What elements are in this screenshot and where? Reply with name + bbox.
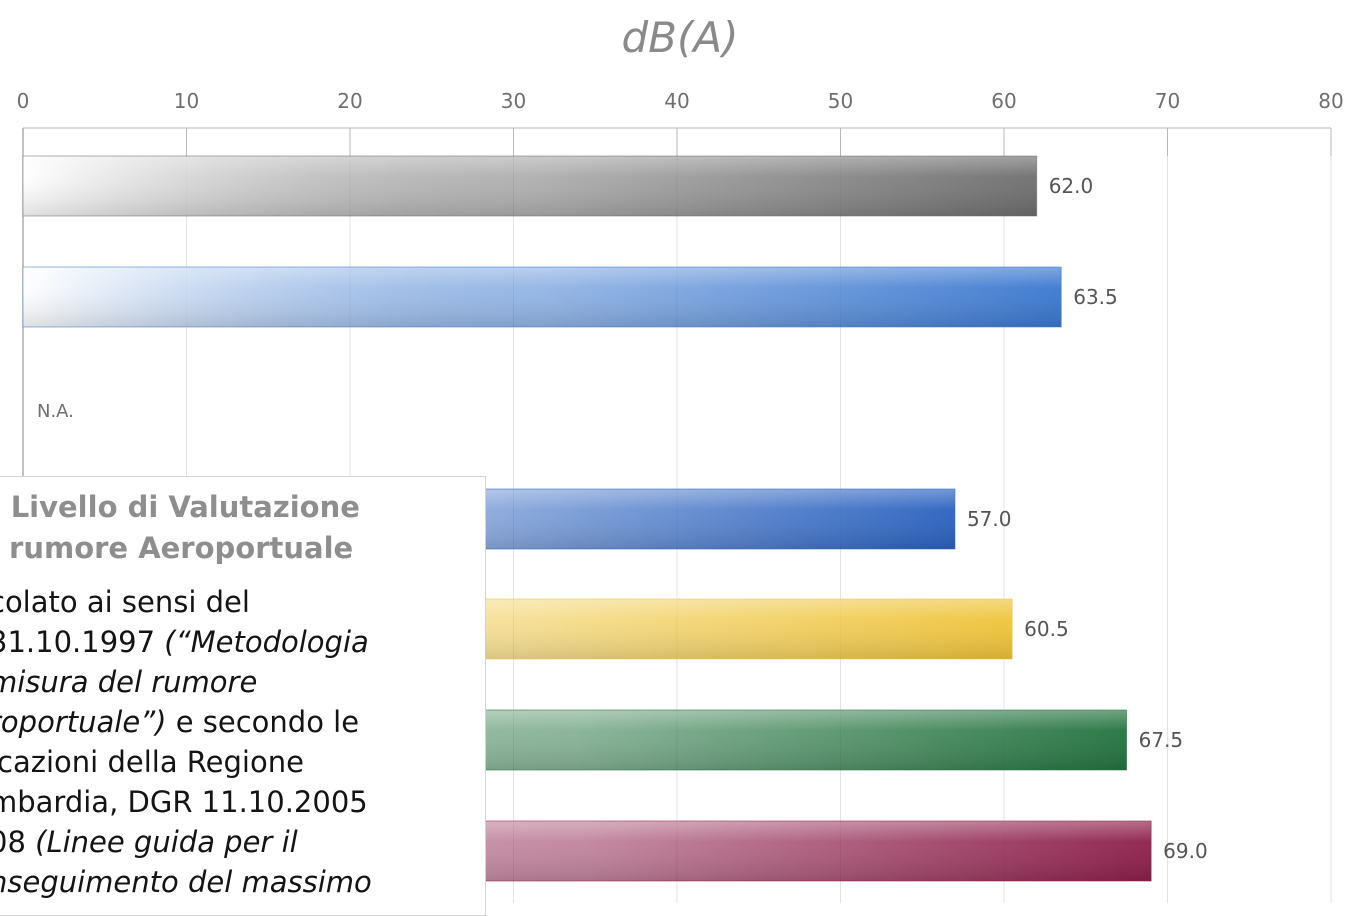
note-body-line: roportuale”) e secondo le — [0, 702, 469, 742]
note-title-line: : Livello di Valutazione — [0, 490, 360, 524]
tick-label: 20 — [337, 89, 362, 113]
note-text-segment: icazioni della Regione — [0, 745, 304, 779]
note-title-line: i rumore Aeroportuale — [0, 531, 354, 565]
tick-label: 0 — [17, 89, 30, 113]
x-axis-ticks: 0 10 20 30 40 50 60 70 80 — [17, 89, 1344, 113]
note-text-segment: e secondo le — [166, 705, 360, 739]
note-text-segment: roportuale”) — [0, 705, 167, 739]
note-body-line: mbardia, DGR 11.10.2005 — [0, 782, 469, 822]
note-text-segment: 31.10.1997 — [0, 625, 165, 659]
tick-label: 30 — [501, 89, 526, 113]
value-label: 69.0 — [1163, 839, 1208, 863]
note-body-line: 08 (Linee guida per il — [0, 822, 469, 862]
tick-label: 40 — [664, 89, 689, 113]
bar-shading — [22, 155, 1038, 217]
tick-label: 50 — [828, 89, 853, 113]
tick-label: 10 — [174, 89, 199, 113]
value-label: 62.0 — [1049, 174, 1094, 198]
note-body-line: nseguimento del massimo — [0, 862, 469, 902]
tick-label: 70 — [1155, 89, 1180, 113]
value-label: 57.0 — [967, 507, 1012, 531]
note-body: colato ai sensi del 31.10.1997 (“Metodolo… — [0, 582, 469, 902]
note-text-segment: (“Metodologia — [164, 625, 369, 659]
value-label: 63.5 — [1073, 285, 1118, 309]
note-text-segment: (Linee guida per il — [35, 825, 298, 859]
note-text-segment: 08 — [0, 825, 26, 859]
note-title: : Livello di Valutazione i rumore Aeropor… — [0, 487, 449, 569]
note-text-segment: misura del rumore — [0, 665, 258, 699]
note-text-segment: colato ai sensi del — [0, 585, 250, 619]
value-label: 67.5 — [1139, 728, 1184, 752]
value-label: N.A. — [37, 401, 74, 422]
note-text-segment: nseguimento del massimo — [0, 865, 372, 899]
note-box: : Livello di Valutazione i rumore Aeropor… — [0, 476, 486, 916]
tick-label: 60 — [991, 89, 1016, 113]
note-body-line: misura del rumore — [0, 662, 469, 702]
note-body-line: colato ai sensi del — [0, 582, 469, 622]
axis-title: dB(A) — [622, 13, 739, 62]
note-body-line: 31.10.1997 (“Metodologia — [0, 622, 469, 662]
bar-shading — [22, 266, 1062, 328]
tick-label: 80 — [1318, 89, 1343, 113]
value-label: 60.5 — [1024, 617, 1069, 641]
value-labels: 62.0 63.5 N.A. 57.0 60.5 67.5 69.0 — [37, 174, 1208, 863]
note-text-segment: mbardia, DGR 11.10.2005 — [0, 785, 368, 819]
note-body-line: icazioni della Regione — [0, 742, 469, 782]
